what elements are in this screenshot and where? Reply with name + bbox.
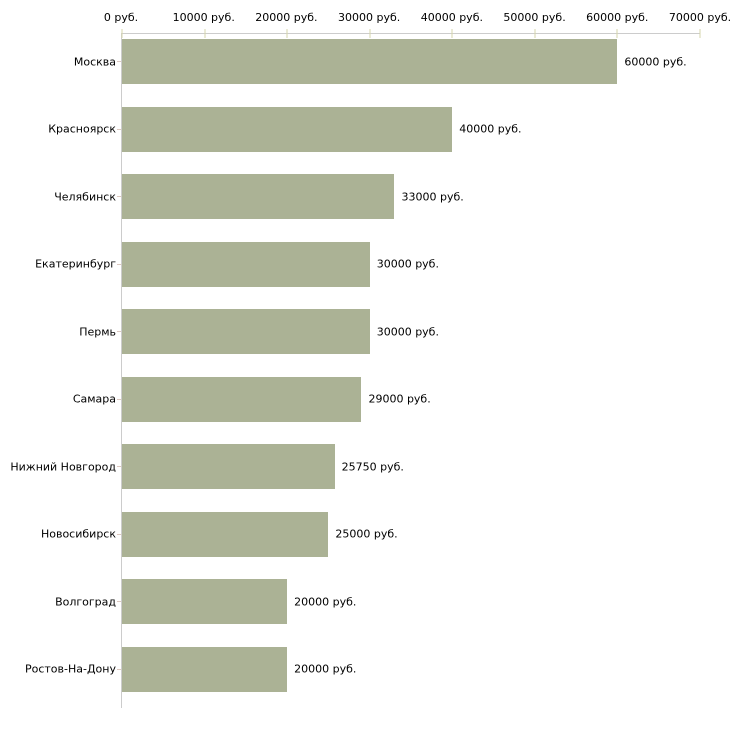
chart-row: Ростов-На-Дону 20000 руб.	[25, 642, 700, 710]
x-axis-tick-mark	[616, 29, 618, 38]
category-label: Красноярск	[48, 122, 116, 136]
chart-row: Пермь 30000 руб.	[79, 304, 700, 372]
value-bar	[122, 106, 453, 152]
category-label: Пермь	[79, 325, 116, 338]
x-axis-tick-label: 0 руб.	[103, 11, 139, 24]
chart-row: Челябинск 33000 руб.	[54, 169, 700, 237]
chart-row: Волгоград 20000 руб.	[55, 574, 700, 642]
value-bar	[122, 241, 370, 287]
value-label: 29000 руб.	[368, 392, 431, 406]
value-bar	[122, 511, 329, 557]
y-axis-tick-mark	[117, 128, 121, 130]
y-axis-tick-mark	[117, 331, 121, 332]
value-label: 20000 руб.	[294, 595, 357, 608]
category-label: Челябинск	[54, 190, 116, 203]
chart-row: Москва 60000 руб.	[74, 34, 700, 102]
value-bar	[122, 376, 362, 422]
chart-row: Нижний Новгород 25750 руб.	[10, 439, 700, 507]
value-bar	[122, 39, 618, 84]
value-label: 40000 руб.	[459, 122, 522, 136]
chart-row: Самара 29000 руб.	[73, 372, 700, 440]
chart-row: Екатеринбург 30000 руб.	[35, 237, 700, 305]
y-axis-tick-mark	[117, 196, 121, 197]
y-axis-tick-mark	[117, 668, 121, 670]
y-axis-tick-mark	[117, 466, 121, 467]
y-axis-tick-mark	[117, 263, 121, 265]
category-label: Москва	[73, 55, 116, 68]
x-axis-tick-label: 60000 руб.	[586, 11, 649, 24]
x-axis-tick-mark	[286, 29, 288, 38]
x-axis-tick-label: 10000 руб.	[172, 11, 235, 24]
category-label: Самара	[72, 392, 116, 406]
y-axis-tick-mark	[117, 601, 121, 602]
category-label: Волгоград	[55, 595, 116, 608]
category-label: Екатеринбург	[35, 257, 116, 271]
x-axis-tick-mark	[451, 29, 453, 38]
value-label: 60000 руб.	[624, 55, 687, 68]
x-axis-labels: 0 руб. 10000 руб. 20000 руб. 30000 руб. 4000…	[104, 0, 730, 33]
y-axis-tick-mark	[117, 533, 121, 535]
category-label: Ростов-На-Дону	[24, 662, 116, 676]
x-axis-tick-mark	[699, 29, 701, 38]
value-bar	[122, 646, 288, 692]
value-label: 30000 руб.	[376, 325, 439, 338]
value-bar	[122, 579, 288, 624]
value-bar	[122, 444, 335, 489]
value-label: 33000 руб.	[401, 190, 464, 203]
category-label: Нижний Новгород	[10, 460, 116, 473]
plot-area: Москва 60000 руб. Красноярск 40000 руб. Челя…	[10, 29, 701, 710]
x-axis-tick-label: 70000 руб.	[668, 11, 730, 24]
x-axis-tick-mark	[369, 29, 371, 38]
chart-row: Красноярск 40000 руб.	[48, 102, 700, 170]
x-axis-tick-mark	[534, 29, 536, 38]
x-axis-tick-label: 20000 руб.	[255, 11, 318, 24]
value-label: 20000 руб.	[294, 662, 357, 676]
value-label: 25750 руб.	[341, 460, 404, 473]
x-axis-tick-mark	[121, 29, 123, 38]
value-label: 30000 руб.	[376, 257, 439, 271]
chart-row: Новосибирск 25000 руб.	[41, 507, 700, 575]
x-axis-tick-label: 50000 руб.	[503, 11, 566, 24]
y-axis-tick-mark	[117, 398, 121, 400]
x-axis-tick-label: 30000 руб.	[338, 11, 401, 24]
value-bar	[122, 309, 370, 354]
x-axis-tick-label: 40000 руб.	[420, 11, 483, 24]
value-bar	[122, 174, 395, 219]
category-label: Новосибирск	[40, 527, 116, 541]
x-axis-tick-mark	[204, 29, 206, 38]
value-label: 25000 руб.	[335, 527, 398, 541]
y-axis-tick-mark	[117, 61, 121, 62]
